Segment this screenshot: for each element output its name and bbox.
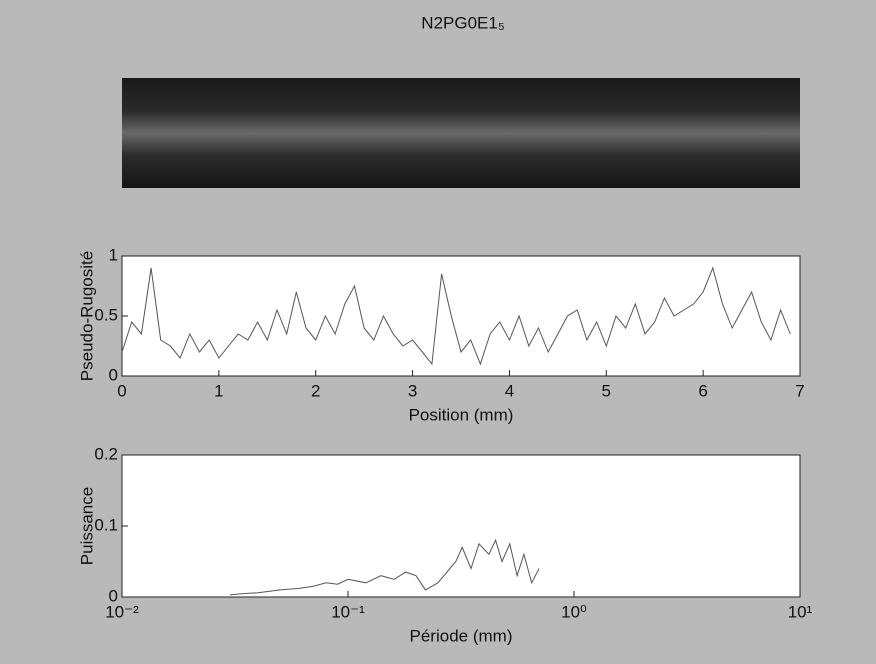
data-line (229, 538, 540, 596)
y-tick-label: 1 (109, 245, 118, 264)
x-tick-label: 5 (602, 381, 611, 400)
y-tick-label: 0.1 (94, 515, 118, 534)
x-tick-label: 10⁰ (561, 602, 587, 621)
x-tick-label: 4 (505, 381, 514, 400)
y-tick-label: 0 (109, 365, 118, 384)
scan-image (122, 78, 800, 188)
plot-area (121, 454, 801, 598)
x-tick-label: 2 (311, 381, 320, 400)
y-tick-label: 0.5 (94, 305, 118, 324)
x-axis-label: Position (mm) (409, 405, 514, 424)
data-line (121, 266, 791, 366)
x-tick-label: 0 (117, 381, 126, 400)
x-tick-label: 10⁻¹ (331, 602, 365, 621)
plot-area (121, 255, 801, 377)
x-tick-label: 10⁻² (105, 602, 139, 621)
y-tick-label: 0.2 (94, 444, 118, 463)
x-tick-label: 3 (408, 381, 417, 400)
x-tick-label: 6 (698, 381, 707, 400)
x-tick-label: 10¹ (788, 602, 813, 621)
y-axis-label: Pseudo-Rugosité (77, 251, 96, 381)
y-tick-label: 0 (109, 586, 118, 605)
figure-title: N2PG0E1₅ (421, 13, 504, 32)
x-tick-label: 1 (214, 381, 223, 400)
x-tick-label: 7 (795, 381, 804, 400)
x-axis-label: Période (mm) (410, 626, 513, 645)
y-axis-label: Puissance (77, 487, 96, 565)
